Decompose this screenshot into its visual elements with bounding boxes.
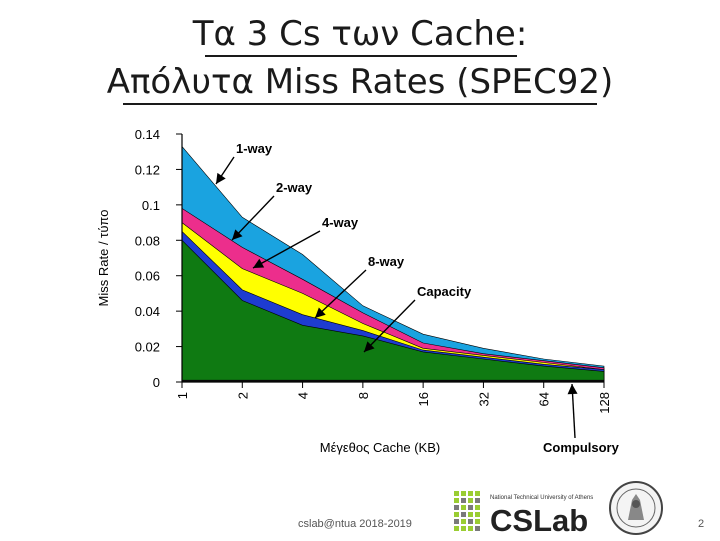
cslab-logo: National Technical University of Athens … (452, 487, 597, 538)
annotation-arrowhead-2-way (232, 229, 243, 240)
y-tick-label: 0.02 (135, 340, 160, 355)
x-tick-label: 1 (175, 392, 190, 399)
annotation-arrowhead-compulsory (567, 384, 578, 395)
slide-title-line-2: Απόλυτα Miss Rates (SPEC92) (106, 62, 614, 102)
x-tick-label: 16 (416, 392, 431, 406)
logo-dot-grid (454, 491, 480, 531)
title-underline-2 (123, 103, 597, 105)
title-underline-1 (205, 55, 517, 57)
y-tick-label: 0 (153, 375, 160, 390)
series-area-capacity (181, 239, 605, 383)
annotation-arrowhead-capacity (364, 341, 375, 352)
footer-course: cslab@ntua 2018-2019 (298, 518, 412, 530)
annotation-arrow-8-way (314, 269, 367, 319)
x-axis-title: Μέγεθος Cache (KB) (320, 440, 440, 455)
annotation-arrow-4-way (252, 230, 321, 269)
seal-graphic (609, 481, 663, 535)
x-tick-label: 4 (296, 392, 311, 399)
y-tick-label: 0.08 (135, 233, 160, 248)
y-axis-title: Miss Rate / τύπο (96, 210, 111, 307)
y-tick-label: 0.06 (135, 269, 160, 284)
annotation-capacity: Capacity (417, 284, 472, 299)
annotation-arrow-2-way (231, 195, 275, 241)
slide-title-line-1: Τα 3 Cs των Cache: (192, 14, 528, 54)
x-tick-label: 64 (537, 392, 552, 406)
ntua-seal-icon (608, 480, 664, 536)
annotation-4-way: 4-way (322, 215, 359, 230)
page-number: 2 (698, 518, 705, 530)
y-tick-label: 0.04 (135, 304, 160, 319)
annotation-arrowhead-4-way (253, 258, 265, 268)
x-tick-label: 8 (356, 392, 371, 399)
y-tick-label: 0.12 (135, 162, 160, 177)
annotation-2-way: 2-way (276, 180, 313, 195)
annotation-8-way: 8-way (368, 254, 405, 269)
logo-tagline: National Technical University of Athens (490, 495, 593, 501)
annotation-compulsory: Compulsory (543, 440, 620, 455)
annotation-arrowhead-1-way (216, 172, 226, 184)
x-tick-label: 32 (476, 392, 491, 406)
y-tick-label: 0.1 (142, 198, 160, 213)
cslab-logo-graphic: National Technical University of Athens … (454, 491, 593, 538)
annotation-1-way: 1-way (236, 141, 273, 156)
annotation-arrowhead-8-way (315, 307, 326, 318)
y-tick-label: 0.14 (135, 127, 160, 142)
x-tick-label: 128 (597, 392, 612, 414)
x-tick-label: 2 (235, 392, 250, 399)
logo-text: CSLab (490, 503, 588, 535)
annotation-arrow-capacity (363, 299, 416, 353)
